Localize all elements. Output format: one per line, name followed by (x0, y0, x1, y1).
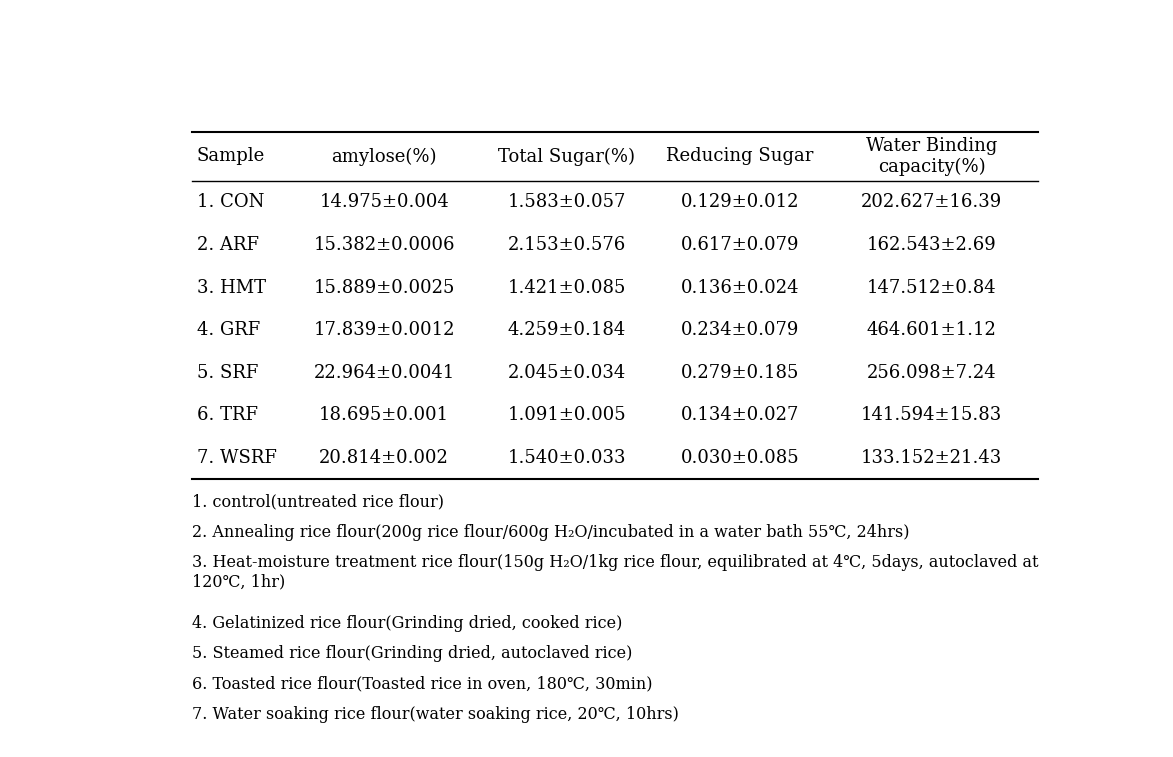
Text: 3. HMT: 3. HMT (197, 279, 265, 297)
Text: 20.814±0.002: 20.814±0.002 (319, 449, 449, 467)
Text: 2. ARF: 2. ARF (197, 236, 258, 254)
Text: 141.594±15.83: 141.594±15.83 (861, 407, 1003, 424)
Text: 6. TRF: 6. TRF (197, 407, 258, 424)
Text: 0.617±0.079: 0.617±0.079 (680, 236, 799, 254)
Text: 15.382±0.0006: 15.382±0.0006 (313, 236, 455, 254)
Text: 0.136±0.024: 0.136±0.024 (680, 279, 799, 297)
Text: 0.234±0.079: 0.234±0.079 (680, 321, 799, 339)
Text: 0.279±0.185: 0.279±0.185 (680, 363, 799, 382)
Text: 1. control(untreated rice flour): 1. control(untreated rice flour) (192, 494, 445, 511)
Text: 256.098±7.24: 256.098±7.24 (867, 363, 997, 382)
Text: amylose(%): amylose(%) (332, 148, 438, 166)
Text: 2.153±0.576: 2.153±0.576 (508, 236, 626, 254)
Text: 22.964±0.0041: 22.964±0.0041 (313, 363, 455, 382)
Text: 5. Steamed rice flour(Grinding dried, autoclaved rice): 5. Steamed rice flour(Grinding dried, au… (192, 645, 632, 662)
Text: 1. CON: 1. CON (197, 194, 264, 211)
Text: 1.091±0.005: 1.091±0.005 (508, 407, 626, 424)
Text: 1.583±0.057: 1.583±0.057 (508, 194, 626, 211)
Text: 4. Gelatinized rice flour(Grinding dried, cooked rice): 4. Gelatinized rice flour(Grinding dried… (192, 615, 623, 632)
Text: 6. Toasted rice flour(Toasted rice in oven, 180℃, 30min): 6. Toasted rice flour(Toasted rice in ov… (192, 675, 652, 693)
Text: Water Binding
capacity(%): Water Binding capacity(%) (866, 137, 997, 176)
Text: 0.134±0.027: 0.134±0.027 (680, 407, 799, 424)
Text: 7. Water soaking rice flour(water soaking rice, 20℃, 10hrs): 7. Water soaking rice flour(water soakin… (192, 706, 679, 723)
Text: 4. GRF: 4. GRF (197, 321, 260, 339)
Text: 17.839±0.0012: 17.839±0.0012 (313, 321, 455, 339)
Text: 0.129±0.012: 0.129±0.012 (680, 194, 799, 211)
Text: 4.259±0.184: 4.259±0.184 (508, 321, 626, 339)
Text: 464.601±1.12: 464.601±1.12 (867, 321, 997, 339)
Text: 1.421±0.085: 1.421±0.085 (508, 279, 626, 297)
Text: Sample: Sample (197, 148, 265, 166)
Text: Reducing Sugar: Reducing Sugar (666, 148, 813, 166)
Text: 5. SRF: 5. SRF (197, 363, 258, 382)
Text: 0.030±0.085: 0.030±0.085 (680, 449, 799, 467)
Text: 15.889±0.0025: 15.889±0.0025 (313, 279, 455, 297)
Text: 133.152±21.43: 133.152±21.43 (861, 449, 1003, 467)
Text: 14.975±0.004: 14.975±0.004 (319, 194, 449, 211)
Text: 2.045±0.034: 2.045±0.034 (508, 363, 626, 382)
Text: 202.627±16.39: 202.627±16.39 (861, 194, 1003, 211)
Text: 162.543±2.69: 162.543±2.69 (867, 236, 997, 254)
Text: 1.540±0.033: 1.540±0.033 (508, 449, 626, 467)
Text: Total Sugar(%): Total Sugar(%) (499, 148, 636, 166)
Text: 2. Annealing rice flour(200g rice flour/600g H₂O/incubated in a water bath 55℃, : 2. Annealing rice flour(200g rice flour/… (192, 524, 909, 541)
Text: 7. WSRF: 7. WSRF (197, 449, 277, 467)
Text: 147.512±0.84: 147.512±0.84 (867, 279, 997, 297)
Text: 3. Heat-moisture treatment rice flour(150g H₂O/1kg rice flour, equilibrated at 4: 3. Heat-moisture treatment rice flour(15… (192, 554, 1038, 590)
Text: 18.695±0.001: 18.695±0.001 (319, 407, 449, 424)
